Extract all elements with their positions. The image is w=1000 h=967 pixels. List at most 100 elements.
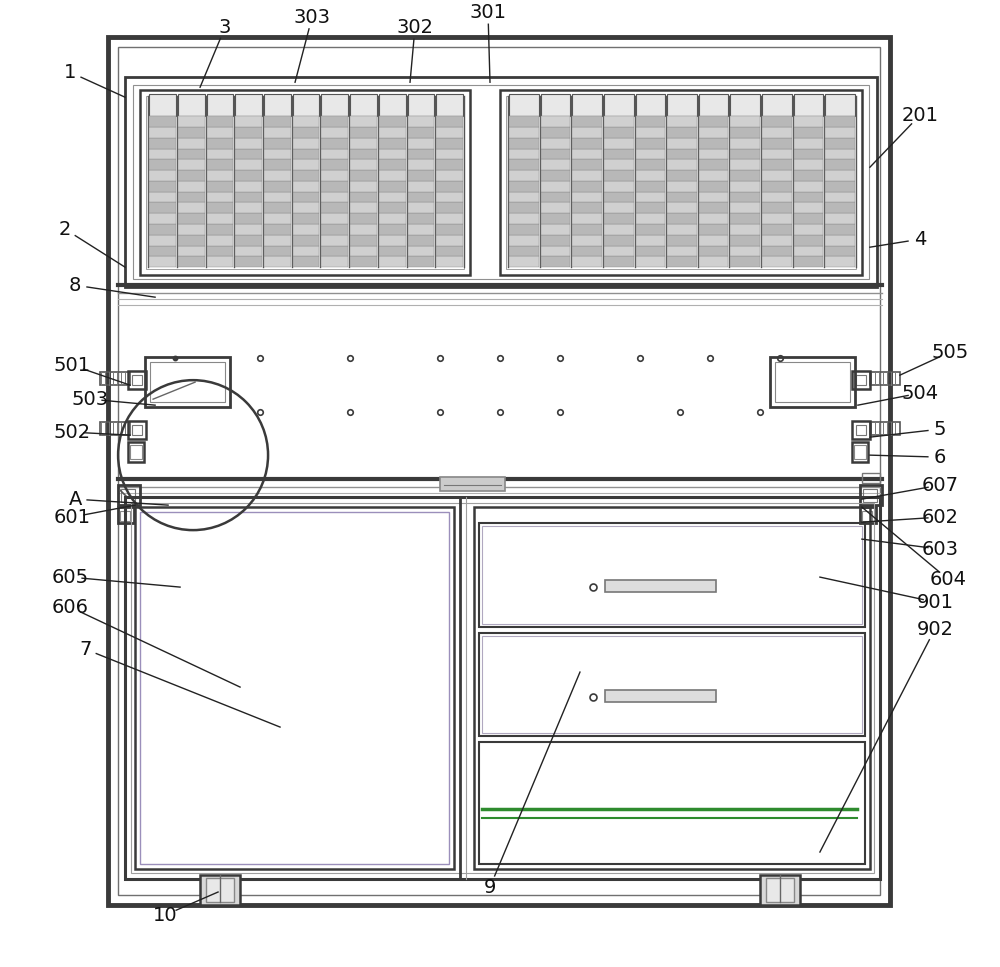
Bar — [509, 116, 539, 127]
Bar — [862, 473, 880, 484]
Bar — [794, 149, 823, 160]
Bar — [178, 160, 205, 170]
Bar — [856, 425, 866, 435]
Bar — [541, 246, 570, 256]
Bar — [178, 246, 205, 256]
Bar — [379, 116, 406, 127]
Bar — [350, 235, 377, 246]
Bar — [350, 127, 377, 137]
Bar — [572, 160, 602, 170]
Bar — [509, 94, 539, 116]
Bar — [379, 256, 406, 267]
Bar — [509, 181, 539, 191]
Bar — [379, 181, 406, 191]
Bar — [293, 170, 319, 181]
Bar — [852, 371, 870, 389]
Bar — [541, 149, 570, 160]
Bar — [408, 224, 434, 235]
Bar — [762, 94, 792, 116]
Bar — [235, 170, 262, 181]
Text: 2: 2 — [59, 220, 71, 239]
Bar — [379, 170, 406, 181]
Bar — [667, 256, 697, 267]
Bar — [207, 116, 233, 127]
Bar — [128, 442, 144, 462]
Bar — [128, 422, 146, 439]
Bar — [636, 149, 665, 160]
Bar — [100, 423, 130, 435]
Bar — [730, 235, 760, 246]
Bar — [207, 149, 233, 160]
Bar — [572, 246, 602, 256]
Bar — [730, 246, 760, 256]
Bar — [667, 191, 697, 202]
Bar — [130, 445, 142, 459]
Bar — [762, 160, 792, 170]
Bar — [762, 202, 792, 214]
Bar — [235, 116, 262, 127]
Bar — [636, 202, 665, 214]
Text: 6: 6 — [934, 448, 946, 467]
Bar — [264, 181, 291, 191]
Bar — [509, 256, 539, 267]
Bar — [131, 503, 874, 873]
Bar — [379, 127, 406, 137]
Bar — [541, 214, 570, 224]
Bar — [794, 256, 823, 267]
Bar — [636, 137, 665, 149]
Bar — [321, 149, 348, 160]
Bar — [436, 94, 463, 116]
Bar — [699, 181, 728, 191]
Bar — [350, 160, 377, 170]
Bar — [350, 256, 377, 267]
Bar — [436, 256, 463, 267]
Bar — [321, 94, 348, 116]
Bar — [379, 160, 406, 170]
Bar — [235, 137, 262, 149]
Text: 201: 201 — [901, 105, 938, 125]
Bar — [775, 363, 850, 402]
Bar — [235, 246, 262, 256]
Bar — [408, 191, 434, 202]
Bar — [636, 256, 665, 267]
Bar — [235, 94, 262, 116]
Bar — [636, 214, 665, 224]
Bar — [264, 94, 291, 116]
Bar — [762, 170, 792, 181]
Bar — [408, 127, 434, 137]
Bar — [264, 116, 291, 127]
Bar — [350, 246, 377, 256]
Bar — [604, 256, 634, 267]
Bar — [699, 224, 728, 235]
Bar — [699, 137, 728, 149]
Bar — [207, 256, 233, 267]
Bar — [604, 224, 634, 235]
Bar — [500, 90, 862, 276]
Bar — [264, 214, 291, 224]
Bar — [436, 170, 463, 181]
Bar — [572, 127, 602, 137]
Bar — [794, 181, 823, 191]
Bar — [825, 170, 855, 181]
Bar — [825, 256, 855, 267]
Bar — [379, 235, 406, 246]
Bar — [350, 94, 377, 116]
Bar — [207, 170, 233, 181]
Text: 502: 502 — [54, 423, 91, 442]
Bar — [436, 202, 463, 214]
Bar — [636, 191, 665, 202]
Bar — [264, 224, 291, 235]
Bar — [145, 357, 230, 407]
Bar — [667, 202, 697, 214]
Bar — [408, 235, 434, 246]
Bar — [293, 149, 319, 160]
Bar — [604, 246, 634, 256]
Bar — [436, 235, 463, 246]
Bar — [572, 191, 602, 202]
Bar — [825, 214, 855, 224]
Bar — [235, 160, 262, 170]
Bar — [408, 181, 434, 191]
Bar — [149, 94, 176, 116]
Bar — [293, 137, 319, 149]
Bar — [321, 137, 348, 149]
